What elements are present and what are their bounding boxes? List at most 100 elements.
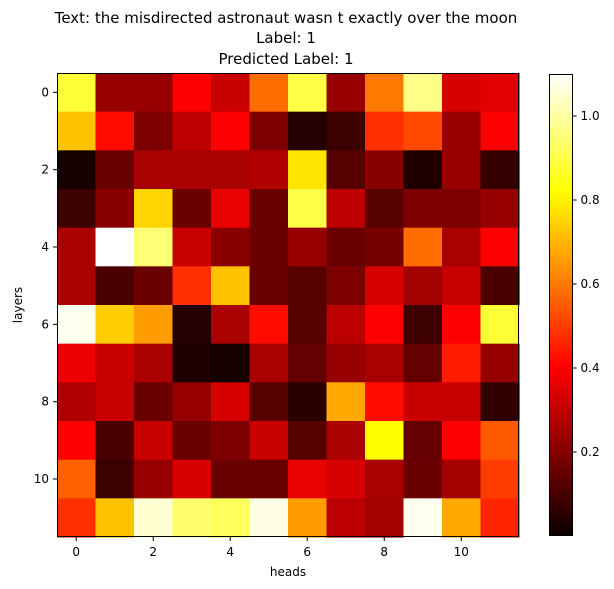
heatmap-cell-r8-c7 bbox=[326, 382, 366, 422]
heatmap-cell-r4-c6 bbox=[288, 227, 328, 267]
heatmap-cell-r1-c8 bbox=[365, 111, 405, 151]
heatmap-cell-r6-c4 bbox=[211, 305, 251, 345]
heatmap-cell-r8-c6 bbox=[288, 382, 328, 422]
heatmap-cell-r7-c1 bbox=[95, 343, 135, 383]
heatmap-cell-r4-c10 bbox=[442, 227, 482, 267]
heatmap-cell-r1-c7 bbox=[326, 111, 366, 151]
heatmap-cell-r6-c2 bbox=[134, 305, 174, 345]
heatmap-cell-r7-c11 bbox=[480, 343, 520, 383]
chart-title: Text: the misdirected astronaut wasn t e… bbox=[54, 9, 518, 68]
heatmap-cell-r10-c6 bbox=[288, 459, 328, 499]
heatmap-cell-r9-c3 bbox=[172, 421, 212, 461]
heatmap-cell-r7-c4 bbox=[211, 343, 251, 383]
heatmap-cell-r7-c10 bbox=[442, 343, 482, 383]
heatmap-cell-r9-c8 bbox=[365, 421, 405, 461]
heatmap-cell-r8-c9 bbox=[403, 382, 443, 422]
heatmap-cell-r3-c3 bbox=[172, 189, 212, 229]
heatmap-cell-r0-c7 bbox=[326, 73, 366, 113]
heatmap-cell-r4-c7 bbox=[326, 227, 366, 267]
heatmap-cell-r7-c2 bbox=[134, 343, 174, 383]
heatmap-cell-r5-c8 bbox=[365, 266, 405, 306]
heatmap-cell-r6-c10 bbox=[442, 305, 482, 345]
heatmap-cell-r9-c0 bbox=[57, 421, 97, 461]
y-axis: 0 2 4 6 8 10 bbox=[34, 85, 57, 486]
heatmap-cell-r5-c1 bbox=[95, 266, 135, 306]
colorbar-tick-label: 0.6 bbox=[581, 277, 600, 291]
heatmap-cell-r3-c11 bbox=[480, 189, 520, 229]
heatmap-cells bbox=[57, 73, 520, 538]
heatmap-cell-r6-c7 bbox=[326, 305, 366, 345]
heatmap-cell-r6-c0 bbox=[57, 305, 97, 345]
heatmap-cell-r9-c7 bbox=[326, 421, 366, 461]
heatmap-cell-r9-c1 bbox=[95, 421, 135, 461]
heatmap-cell-r3-c9 bbox=[403, 189, 443, 229]
heatmap-cell-r10-c2 bbox=[134, 459, 174, 499]
heatmap-cell-r8-c5 bbox=[249, 382, 289, 422]
y-tick-label: 10 bbox=[34, 472, 49, 486]
heatmap-cell-r1-c3 bbox=[172, 111, 212, 151]
heatmap-cell-r5-c7 bbox=[326, 266, 366, 306]
heatmap-cell-r4-c5 bbox=[249, 227, 289, 267]
heatmap-cell-r5-c4 bbox=[211, 266, 251, 306]
heatmap-cell-r2-c11 bbox=[480, 150, 520, 190]
heatmap-cell-r7-c6 bbox=[288, 343, 328, 383]
heatmap-cell-r4-c9 bbox=[403, 227, 443, 267]
heatmap-cell-r1-c0 bbox=[57, 111, 97, 151]
heatmap-cell-r0-c9 bbox=[403, 73, 443, 113]
plot-frame bbox=[57, 73, 519, 537]
heatmap-cell-r0-c5 bbox=[249, 73, 289, 113]
heatmap-cell-r3-c8 bbox=[365, 189, 405, 229]
heatmap-cell-r6-c3 bbox=[172, 305, 212, 345]
heatmap-cell-r8-c0 bbox=[57, 382, 97, 422]
heatmap-cell-r5-c10 bbox=[442, 266, 482, 306]
heatmap-cell-r11-c1 bbox=[95, 498, 135, 538]
heatmap-cell-r4-c11 bbox=[480, 227, 520, 267]
heatmap-cell-r10-c3 bbox=[172, 459, 212, 499]
colorbar-tick-label: 0.2 bbox=[581, 445, 600, 459]
heatmap-cell-r5-c11 bbox=[480, 266, 520, 306]
heatmap-cell-r5-c3 bbox=[172, 266, 212, 306]
heatmap-cell-r3-c1 bbox=[95, 189, 135, 229]
x-tick-label: 8 bbox=[380, 545, 388, 559]
heatmap-cell-r6-c9 bbox=[403, 305, 443, 345]
colorbar-tick-label: 1.0 bbox=[581, 109, 600, 123]
heatmap-cell-r1-c9 bbox=[403, 111, 443, 151]
heatmap-cell-r7-c5 bbox=[249, 343, 289, 383]
heatmap-cell-r8-c3 bbox=[172, 382, 212, 422]
heatmap-cell-r1-c10 bbox=[442, 111, 482, 151]
x-axis-label: heads bbox=[270, 565, 306, 579]
heatmap-cell-r4-c4 bbox=[211, 227, 251, 267]
heatmap-cell-r11-c11 bbox=[480, 498, 520, 538]
heatmap-cell-r3-c6 bbox=[288, 189, 328, 229]
x-tick-label: 10 bbox=[454, 545, 469, 559]
title-line-label: Label: 1 bbox=[256, 29, 316, 47]
heatmap-cell-r2-c5 bbox=[249, 150, 289, 190]
heatmap-cell-r2-c6 bbox=[288, 150, 328, 190]
heatmap-cell-r11-c6 bbox=[288, 498, 328, 538]
title-line-predicted: Predicted Label: 1 bbox=[218, 50, 353, 68]
heatmap-cell-r8-c8 bbox=[365, 382, 405, 422]
heatmap-cell-r10-c11 bbox=[480, 459, 520, 499]
y-tick-label: 0 bbox=[41, 85, 49, 99]
heatmap-cell-r9-c11 bbox=[480, 421, 520, 461]
colorbar-tick-label: 0.4 bbox=[581, 361, 600, 375]
colorbar-frame bbox=[549, 74, 573, 536]
heatmap-cell-r10-c7 bbox=[326, 459, 366, 499]
heatmap-cell-r6-c5 bbox=[249, 305, 289, 345]
heatmap-cell-r0-c10 bbox=[442, 73, 482, 113]
heatmap-cell-r9-c10 bbox=[442, 421, 482, 461]
y-axis-label: layers bbox=[11, 287, 25, 323]
heatmap-cell-r11-c9 bbox=[403, 498, 443, 538]
heatmap-cell-r9-c2 bbox=[134, 421, 174, 461]
heatmap-cell-r8-c1 bbox=[95, 382, 135, 422]
heatmap-cell-r4-c8 bbox=[365, 227, 405, 267]
heatmap-cell-r2-c2 bbox=[134, 150, 174, 190]
heatmap-cell-r4-c3 bbox=[172, 227, 212, 267]
heatmap-cell-r11-c2 bbox=[134, 498, 174, 538]
heatmap-cell-r0-c11 bbox=[480, 73, 520, 113]
heatmap-cell-r0-c1 bbox=[95, 73, 135, 113]
heatmap-cell-r2-c4 bbox=[211, 150, 251, 190]
heatmap-cell-r11-c5 bbox=[249, 498, 289, 538]
heatmap-cell-r11-c8 bbox=[365, 498, 405, 538]
